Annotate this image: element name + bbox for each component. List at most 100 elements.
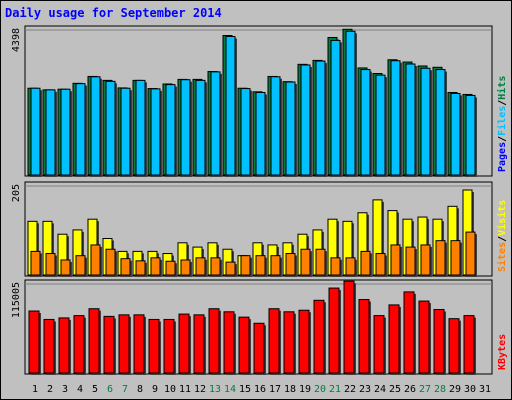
bar-kbytes-21: [328, 287, 340, 374]
x-tick-27: 27: [419, 384, 431, 395]
bar-files-9: [150, 88, 161, 176]
bar-files-17: [270, 76, 281, 176]
chart-title: Daily usage for September 2014: [5, 6, 222, 20]
bar-sites-25: [390, 244, 401, 276]
x-tick-25: 25: [389, 384, 401, 395]
x-tick-16: 16: [254, 384, 266, 395]
bar-sites-27: [420, 244, 431, 276]
bar-files-29: [450, 92, 461, 176]
panel-hits-files-pages-ymax-label: 4398: [11, 28, 22, 52]
bar-sites-12: [195, 257, 206, 276]
bar-sites-7: [120, 258, 131, 276]
bar-files-7: [120, 87, 131, 176]
bar-files-22: [345, 30, 356, 176]
bar-files-4: [75, 83, 86, 176]
bar-files-28: [435, 69, 446, 176]
bar-kbytes-1: [28, 310, 40, 374]
panel-visits-sites-ymax-label: 205: [11, 184, 22, 202]
bar-sites-19: [300, 248, 311, 276]
panel-kbytes-legend: KBytes: [497, 334, 508, 370]
x-tick-15: 15: [239, 384, 251, 395]
bar-sites-30: [465, 231, 476, 276]
bar-sites-2: [45, 253, 56, 276]
x-tick-7: 7: [122, 384, 128, 395]
bar-sites-14: [225, 261, 236, 276]
bar-sites-3: [60, 259, 71, 276]
bar-kbytes-11: [178, 313, 190, 374]
bar-files-26: [405, 63, 416, 176]
x-tick-31: 31: [479, 384, 491, 395]
bar-kbytes-12: [193, 314, 205, 374]
bar-sites-21: [330, 257, 341, 276]
legend-files: Files: [496, 106, 508, 136]
legend-separator: /: [497, 136, 508, 142]
legend-visits: Visits: [496, 200, 508, 236]
bar-files-15: [240, 88, 251, 176]
bar-files-30: [465, 94, 476, 176]
bar-kbytes-30: [463, 315, 475, 374]
x-tick-5: 5: [92, 384, 98, 395]
bar-kbytes-28: [433, 308, 445, 374]
x-tick-8: 8: [137, 384, 143, 395]
bar-files-23: [360, 69, 371, 176]
bar-files-6: [105, 80, 116, 176]
bar-kbytes-15: [238, 316, 250, 374]
x-tick-3: 3: [62, 384, 68, 395]
panel-hits-files-pages-legend: Pages/Files/Hits: [496, 76, 508, 172]
x-tick-28: 28: [434, 384, 446, 395]
bar-sites-13: [210, 257, 221, 276]
bar-sites-18: [285, 253, 296, 276]
legend-sites: Sites: [496, 242, 508, 272]
bar-kbytes-29: [448, 318, 460, 374]
bar-sites-5: [90, 244, 101, 276]
bar-sites-4: [75, 255, 86, 276]
bar-files-8: [135, 79, 146, 176]
bar-files-24: [375, 74, 386, 176]
legend-kbytes: KBytes: [497, 334, 508, 370]
bar-files-5: [90, 76, 101, 176]
bar-files-1: [30, 87, 41, 176]
bar-sites-29: [450, 240, 461, 276]
bar-sites-17: [270, 255, 281, 276]
bar-sites-26: [405, 246, 416, 276]
x-tick-21: 21: [329, 384, 341, 395]
bar-sites-6: [105, 248, 116, 276]
x-tick-4: 4: [77, 384, 83, 395]
bar-files-11: [180, 79, 191, 176]
x-tick-17: 17: [269, 384, 281, 395]
bar-kbytes-6: [103, 315, 115, 374]
bar-sites-28: [435, 240, 446, 276]
legend-separator: /: [497, 236, 508, 242]
x-tick-12: 12: [194, 384, 206, 395]
bar-sites-22: [345, 257, 356, 276]
bar-kbytes-9: [148, 318, 160, 374]
bar-files-20: [315, 60, 326, 176]
bar-kbytes-2: [43, 318, 55, 374]
x-tick-2: 2: [47, 384, 53, 395]
panel-visits-sites-legend: Sites/Visits: [496, 200, 508, 272]
bar-kbytes-23: [358, 299, 370, 374]
bar-kbytes-16: [253, 322, 265, 374]
bar-kbytes-26: [403, 291, 415, 374]
bar-files-18: [285, 81, 296, 176]
bar-files-25: [390, 60, 401, 176]
bar-kbytes-7: [118, 314, 130, 374]
bar-files-3: [60, 88, 71, 176]
bar-sites-15: [240, 255, 251, 276]
bar-kbytes-18: [283, 311, 295, 374]
bar-kbytes-27: [418, 300, 430, 374]
bar-kbytes-17: [268, 308, 280, 374]
bar-files-27: [420, 67, 431, 176]
bar-sites-10: [165, 260, 176, 276]
bar-files-14: [225, 36, 236, 176]
panel-kbytes-ymax-label: 115005: [11, 282, 22, 318]
bar-sites-20: [315, 248, 326, 276]
bar-kbytes-10: [163, 318, 175, 374]
bar-sites-16: [255, 255, 266, 276]
legend-pages: Pages: [497, 142, 508, 172]
x-tick-11: 11: [179, 384, 191, 395]
x-tick-24: 24: [374, 384, 386, 395]
legend-hits: Hits: [496, 76, 508, 100]
bar-files-16: [255, 91, 266, 176]
